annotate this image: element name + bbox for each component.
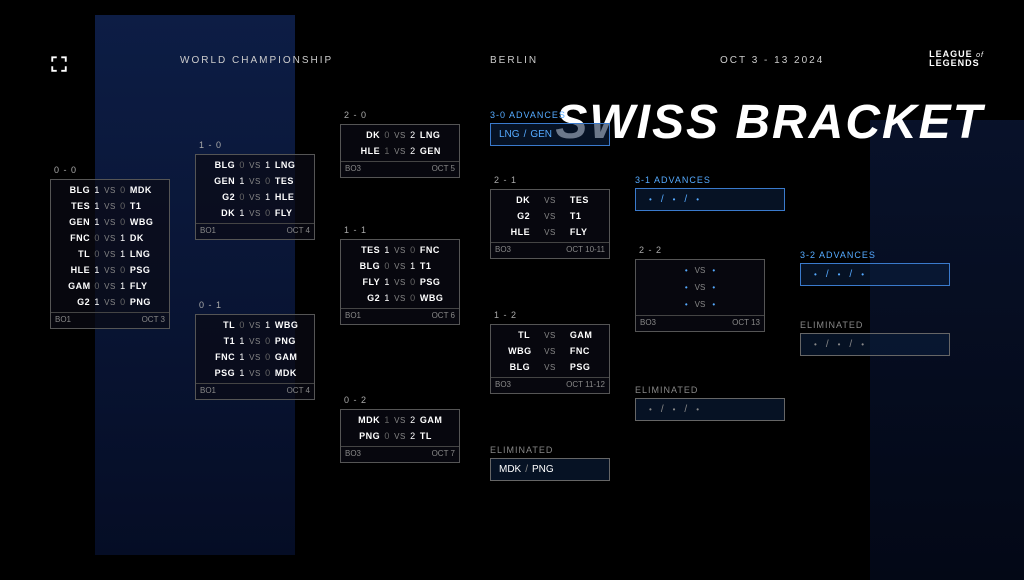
col-2-0: 2 - 0 DK0VS2LNGHLE1VS2GENBO3OCT 5 bbox=[340, 110, 460, 178]
match-row: DKVSTES bbox=[491, 192, 609, 208]
match-row: BLG0VS1LNG bbox=[196, 157, 314, 173]
header-date: OCT 3 - 13 2024 bbox=[720, 55, 824, 66]
match-row: FNC0VS1DK bbox=[51, 230, 169, 246]
header-location: BERLIN bbox=[490, 55, 538, 66]
col-0-1: 0 - 1 TL0VS1WBGT11VS0PNGFNC1VS0GAMPSG1VS… bbox=[195, 300, 315, 400]
match-row: G20VS1HLE bbox=[196, 189, 314, 205]
bracket-box: BLG1VS0MDKTES1VS0T1GEN1VS0WBGFNC0VS1DKTL… bbox=[50, 179, 170, 329]
match-row: FNC1VS0GAM bbox=[196, 349, 314, 365]
col-2-2: 2 - 2 •VS• •VS• •VS• BO3OCT 13 bbox=[635, 245, 765, 332]
match-row: PNG0VS2TL bbox=[341, 428, 459, 444]
eliminated-2: ELIMINATED •/•/• bbox=[635, 385, 785, 421]
advances-3-0: 3-0 ADVANCES LNG/GEN bbox=[490, 110, 610, 146]
match-row: BLGVSPSG bbox=[491, 359, 609, 375]
bracket-footer: BO1OCT 3 bbox=[51, 312, 169, 326]
match-row: HLEVSFLY bbox=[491, 224, 609, 240]
match-row: GEN1VS0TES bbox=[196, 173, 314, 189]
match-row: TL0VS1LNG bbox=[51, 246, 169, 262]
col-0-2: 0 - 2 MDK1VS2GAMPNG0VS2TLBO3OCT 7 bbox=[340, 395, 460, 463]
group-hdr: 0 - 0 bbox=[50, 165, 170, 175]
col-1-0: 1 - 0 BLG0VS1LNGGEN1VS0TESG20VS1HLEDK1VS… bbox=[195, 140, 315, 240]
match-row: GAM0VS1FLY bbox=[51, 278, 169, 294]
match-row: TES1VS0FNC bbox=[341, 242, 459, 258]
fullscreen-icon[interactable] bbox=[50, 55, 68, 78]
match-row: BLG0VS1T1 bbox=[341, 258, 459, 274]
advances-3-2: 3-2 ADVANCES •/•/• bbox=[800, 250, 950, 286]
match-row: MDK1VS2GAM bbox=[341, 412, 459, 428]
match-row: G21VS0WBG bbox=[341, 290, 459, 306]
col-1-1: 1 - 1 TES1VS0FNCBLG0VS1T1FLY1VS0PSGG21VS… bbox=[340, 225, 460, 325]
eliminated-1: ELIMINATED MDK/PNG bbox=[490, 445, 610, 481]
match-row: FLY1VS0PSG bbox=[341, 274, 459, 290]
main-title: SWISS BRACKET bbox=[555, 95, 984, 150]
match-row: WBGVSFNC bbox=[491, 343, 609, 359]
match-row: TL0VS1WBG bbox=[196, 317, 314, 333]
adv-box: LNG/GEN bbox=[490, 123, 610, 146]
col-0-0: 0 - 0 BLG1VS0MDKTES1VS0T1GEN1VS0WBGFNC0V… bbox=[50, 165, 170, 329]
match-row: G21VS0PNG bbox=[51, 294, 169, 310]
match-row: GEN1VS0WBG bbox=[51, 214, 169, 230]
match-row: TES1VS0T1 bbox=[51, 198, 169, 214]
header-title: WORLD CHAMPIONSHIP bbox=[180, 55, 333, 66]
match-row: HLE1VS2GEN bbox=[341, 143, 459, 159]
eliminated-3: ELIMINATED •/•/• bbox=[800, 320, 950, 356]
match-row: TLVSGAM bbox=[491, 327, 609, 343]
col-2-1: 2 - 1 DKVSTESG2VST1HLEVSFLYBO3OCT 10-11 bbox=[490, 175, 610, 259]
col-1-2: 1 - 2 TLVSGAMWBGVSFNCBLGVSPSGBO3OCT 11-1… bbox=[490, 310, 610, 394]
lol-logo: LEAGUE of LEGENDS bbox=[929, 50, 984, 68]
advances-3-1: 3-1 ADVANCES •/•/• bbox=[635, 175, 785, 211]
match-row: PSG1VS0MDK bbox=[196, 365, 314, 381]
match-row: T11VS0PNG bbox=[196, 333, 314, 349]
match-row: DK0VS2LNG bbox=[341, 127, 459, 143]
match-row: HLE1VS0PSG bbox=[51, 262, 169, 278]
match-row: G2VST1 bbox=[491, 208, 609, 224]
match-row: BLG1VS0MDK bbox=[51, 182, 169, 198]
match-row: DK1VS0FLY bbox=[196, 205, 314, 221]
